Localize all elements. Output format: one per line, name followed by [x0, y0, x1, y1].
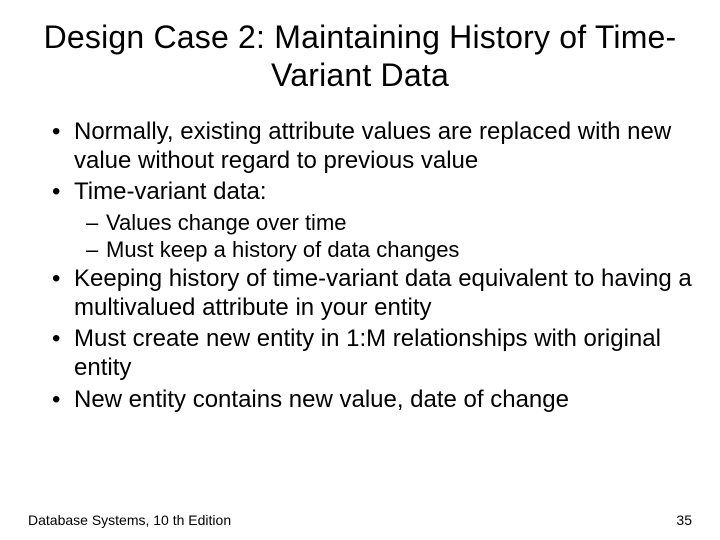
sub-bullet-item: – Values change over time	[86, 209, 692, 237]
bullet-marker: •	[52, 324, 74, 383]
slide-title: Design Case 2: Maintaining History of Ti…	[28, 18, 692, 95]
bullet-marker: •	[52, 117, 74, 176]
bullet-text: New entity contains new value, date of c…	[74, 385, 692, 414]
bullet-item: • Must create new entity in 1:M relation…	[52, 324, 692, 383]
slide-body: • Normally, existing attribute values ar…	[28, 117, 692, 414]
bullet-text: Time-variant data:	[74, 177, 692, 206]
bullet-text: Normally, existing attribute values are …	[74, 117, 692, 176]
bullet-text: Keeping history of time-variant data equ…	[74, 264, 692, 323]
slide-footer: Database Systems, 10 th Edition 35	[28, 512, 692, 528]
footer-source: Database Systems, 10 th Edition	[28, 512, 231, 528]
bullet-text: Must create new entity in 1:M relationsh…	[74, 324, 692, 383]
bullet-item: • New entity contains new value, date of…	[52, 385, 692, 414]
bullet-marker: •	[52, 264, 74, 323]
bullet-text: Must keep a history of data changes	[106, 236, 692, 264]
page-number: 35	[676, 512, 692, 528]
bullet-text: Values change over time	[106, 209, 692, 237]
bullet-item: • Normally, existing attribute values ar…	[52, 117, 692, 176]
bullet-item: • Keeping history of time-variant data e…	[52, 264, 692, 323]
sub-bullet-item: – Must keep a history of data changes	[86, 236, 692, 264]
bullet-marker: –	[86, 236, 106, 264]
slide-container: Design Case 2: Maintaining History of Ti…	[0, 0, 720, 540]
bullet-marker: –	[86, 209, 106, 237]
bullet-marker: •	[52, 385, 74, 414]
bullet-item: • Time-variant data:	[52, 177, 692, 206]
bullet-marker: •	[52, 177, 74, 206]
